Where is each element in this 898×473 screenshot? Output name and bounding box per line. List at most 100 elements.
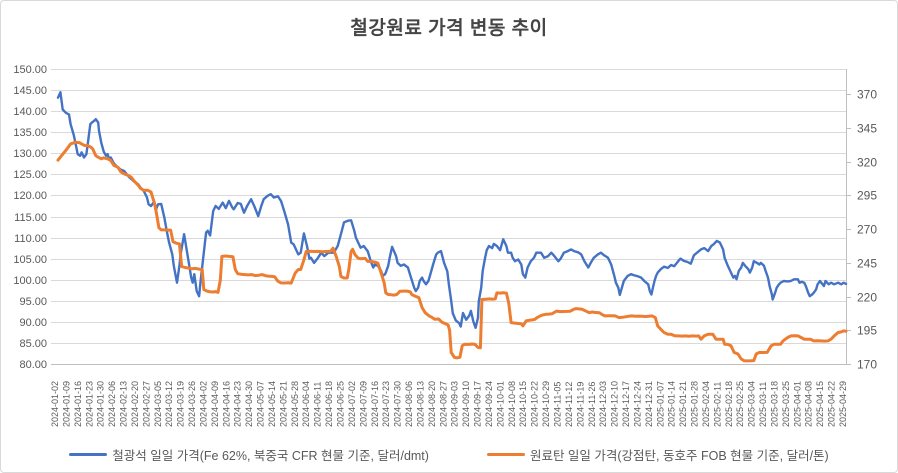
legend: 철광석 일일 가격(Fe 62%, 북중국 CFR 현물 기준, 달러/dmt)…	[1, 445, 897, 464]
svg-text:345: 345	[857, 122, 877, 136]
svg-text:2024-05-28: 2024-05-28	[290, 381, 300, 427]
svg-text:370: 370	[857, 88, 877, 102]
svg-text:2024-11-26: 2024-11-26	[587, 382, 597, 427]
svg-text:2025-01-07: 2025-01-07	[655, 381, 665, 427]
svg-text:2024-07-30: 2024-07-30	[393, 381, 403, 427]
svg-text:2024-07-09: 2024-07-09	[358, 381, 368, 427]
svg-text:125.00: 125.00	[13, 169, 47, 181]
svg-text:2024-08-06: 2024-08-06	[404, 381, 414, 427]
svg-text:110.00: 110.00	[14, 233, 47, 245]
plot-area: 150.00 145.00 140.00 135.00 130.00 125.00 120.…	[13, 64, 877, 427]
svg-text:2024-01-23: 2024-01-23	[84, 381, 94, 427]
left-axis-labels: 150.00 145.00 140.00 135.00 130.00 125.00 120.…	[13, 64, 47, 371]
svg-text:220: 220	[857, 291, 877, 305]
svg-text:2025-03-18: 2025-03-18	[769, 381, 779, 427]
svg-text:2025-02-18: 2025-02-18	[724, 381, 734, 427]
svg-text:2024-01-09: 2024-01-09	[61, 381, 71, 427]
svg-text:120.00: 120.00	[13, 190, 47, 202]
svg-text:2024-03-26: 2024-03-26	[187, 381, 197, 427]
svg-text:2024-06-11: 2024-06-11	[313, 382, 323, 427]
svg-text:2024-05-14: 2024-05-14	[267, 381, 277, 427]
svg-text:2024-06-04: 2024-06-04	[301, 381, 311, 427]
svg-text:2024-12-31: 2024-12-31	[644, 381, 654, 427]
svg-text:2025-04-29: 2025-04-29	[838, 381, 848, 427]
chart-title: 철강원료 가격 변동 추이	[350, 18, 548, 39]
svg-text:2024-08-27: 2024-08-27	[438, 381, 448, 427]
svg-text:2024-12-10: 2024-12-10	[610, 381, 620, 427]
legend-label-iron-ore: 철광석 일일 가격(Fe 62%, 북중국 CFR 현물 기준, 달러/dmt)	[112, 449, 429, 463]
svg-text:2025-04-22: 2025-04-22	[827, 381, 837, 427]
svg-text:2025-01-28: 2025-01-28	[690, 381, 700, 427]
svg-text:2024-10-15: 2024-10-15	[518, 381, 528, 427]
svg-text:2024-03-12: 2024-03-12	[164, 381, 174, 427]
svg-text:2025-04-15: 2025-04-15	[815, 381, 825, 427]
svg-text:195: 195	[857, 324, 877, 338]
svg-text:2024-09-17: 2024-09-17	[473, 381, 483, 427]
svg-text:135.00: 135.00	[13, 127, 47, 139]
coking-coal-line-swatch	[486, 453, 525, 456]
legend-item-iron-ore[interactable]: 철광석 일일 가격(Fe 62%, 북중국 CFR 현물 기준, 달러/dmt)	[69, 445, 429, 464]
svg-text:2024-04-30: 2024-04-30	[244, 381, 254, 427]
svg-text:2025-03-11: 2025-03-11	[758, 382, 768, 427]
svg-text:90.00: 90.00	[19, 317, 47, 329]
x-axis-labels: 2024-01-02 2024-01-09 2024-01-16 2024-01-23…	[50, 381, 848, 427]
svg-text:2025-03-25: 2025-03-25	[781, 381, 791, 427]
iron-ore-line-swatch	[69, 453, 108, 456]
svg-text:2024-12-24: 2024-12-24	[632, 381, 642, 427]
svg-text:2024-12-03: 2024-12-03	[598, 381, 608, 427]
svg-text:2025-02-25: 2025-02-25	[735, 381, 745, 427]
svg-text:270: 270	[857, 223, 877, 237]
svg-text:2024-02-27: 2024-02-27	[141, 381, 151, 427]
svg-text:85.00: 85.00	[19, 338, 47, 350]
svg-text:2024-07-02: 2024-07-02	[347, 381, 357, 427]
svg-text:295: 295	[857, 189, 877, 203]
svg-text:95.00: 95.00	[19, 296, 47, 308]
svg-text:2024-05-07: 2024-05-07	[256, 381, 266, 427]
svg-text:2024-02-06: 2024-02-06	[107, 381, 117, 427]
svg-text:2024-11-19: 2024-11-19	[575, 382, 585, 427]
svg-text:2025-02-04: 2025-02-04	[701, 381, 711, 427]
legend-item-coking-coal[interactable]: 원료탄 일일 가격(강점탄, 동호주 FOB 현물 기준, 달러/톤)	[486, 445, 829, 464]
svg-text:2024-08-20: 2024-08-20	[427, 381, 437, 427]
svg-text:2024-11-12: 2024-11-12	[564, 382, 574, 427]
svg-text:2024-06-18: 2024-06-18	[324, 381, 334, 427]
svg-text:2024-09-24: 2024-09-24	[484, 381, 494, 427]
svg-text:2024-02-13: 2024-02-13	[119, 381, 129, 427]
svg-text:80.00: 80.00	[19, 359, 47, 371]
svg-text:2024-09-03: 2024-09-03	[450, 381, 460, 427]
svg-text:2025-04-08: 2025-04-08	[804, 381, 814, 427]
svg-text:2024-10-08: 2024-10-08	[507, 381, 517, 427]
svg-text:2024-11-05: 2024-11-05	[552, 382, 562, 427]
svg-text:2024-01-02: 2024-01-02	[50, 381, 60, 427]
svg-text:2024-04-16: 2024-04-16	[221, 381, 231, 427]
svg-text:2025-04-01: 2025-04-01	[792, 381, 802, 427]
svg-text:2024-08-13: 2024-08-13	[415, 381, 425, 427]
svg-text:100.00: 100.00	[13, 275, 47, 287]
svg-text:2024-09-10: 2024-09-10	[461, 381, 471, 427]
svg-text:2024-12-17: 2024-12-17	[621, 381, 631, 427]
svg-text:2024-07-23: 2024-07-23	[381, 381, 391, 427]
svg-text:2025-02-11: 2025-02-11	[712, 382, 722, 427]
svg-text:170: 170	[857, 358, 877, 372]
svg-text:2024-01-30: 2024-01-30	[96, 381, 106, 427]
svg-text:2024-05-21: 2024-05-21	[278, 381, 288, 427]
gridlines	[51, 69, 846, 365]
svg-text:2024-02-20: 2024-02-20	[130, 381, 140, 427]
svg-text:105.00: 105.00	[13, 254, 47, 266]
svg-text:2024-10-01: 2024-10-01	[495, 381, 505, 427]
svg-text:2024-07-16: 2024-07-16	[370, 381, 380, 427]
svg-text:150.00: 150.00	[13, 64, 47, 76]
svg-text:2024-10-29: 2024-10-29	[541, 381, 551, 427]
svg-text:2025-03-04: 2025-03-04	[747, 381, 757, 427]
svg-text:2024-04-02: 2024-04-02	[198, 381, 208, 427]
svg-text:2024-10-22: 2024-10-22	[530, 381, 540, 427]
svg-text:2024-03-05: 2024-03-05	[153, 381, 163, 427]
right-axis-labels: 370 345 320 295 270 245 220 195 170	[857, 88, 877, 372]
svg-text:2025-01-14: 2025-01-14	[667, 381, 677, 427]
svg-text:2024-04-09: 2024-04-09	[210, 381, 220, 427]
svg-text:2025-01-21: 2025-01-21	[678, 381, 688, 427]
svg-text:320: 320	[857, 156, 877, 170]
svg-text:115.00: 115.00	[14, 212, 47, 224]
svg-text:140.00: 140.00	[13, 106, 47, 118]
